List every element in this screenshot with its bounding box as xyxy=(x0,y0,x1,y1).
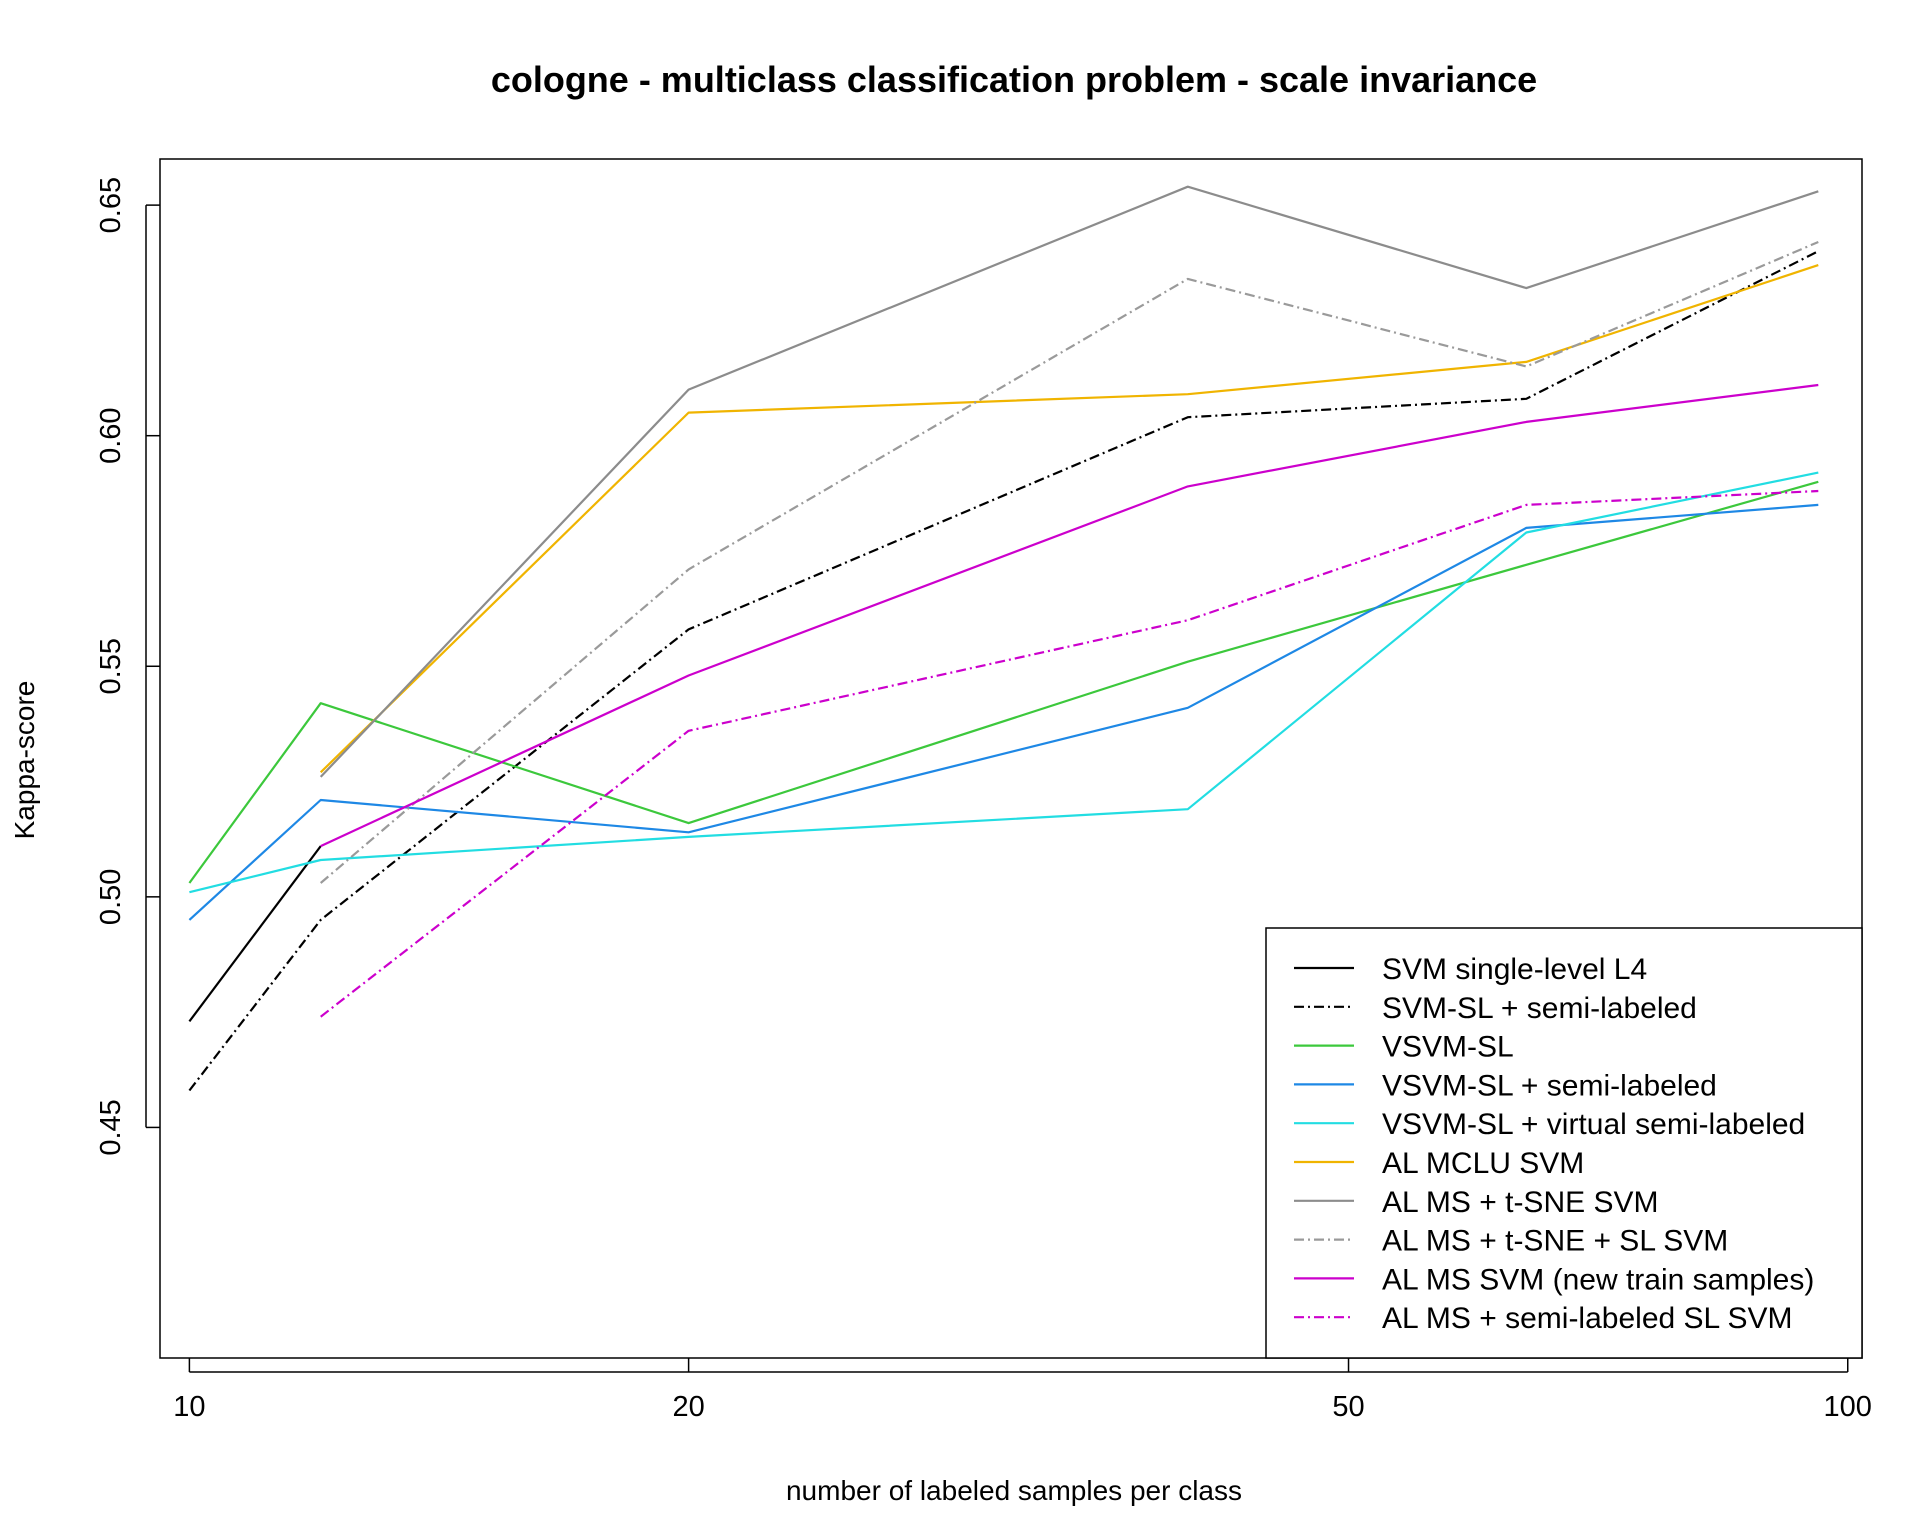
series-line xyxy=(319,264,1819,774)
legend-label: AL MS + semi-labeled SL SVM xyxy=(1382,1302,1792,1335)
series-line xyxy=(320,383,1819,848)
x-tick-label: 20 xyxy=(672,1391,704,1423)
series-line xyxy=(189,471,1819,894)
y-tick-label: 0.65 xyxy=(95,177,127,233)
legend-label: VSVM-SL xyxy=(1382,1031,1514,1064)
legend-label: SVM-SL + semi-labeled xyxy=(1382,992,1697,1025)
series-line xyxy=(188,503,1819,921)
x-tick-label: 100 xyxy=(1824,1391,1872,1423)
plot-frame xyxy=(159,158,1863,1359)
y-tick-label: 0.55 xyxy=(95,638,127,694)
series-line xyxy=(188,480,1819,884)
series-line xyxy=(319,185,1819,778)
legend-label: AL MS + t-SNE SVM xyxy=(1382,1186,1658,1219)
y-axis-label: Kappa-score xyxy=(9,681,40,840)
series-line xyxy=(188,845,322,1023)
legend: SVM single-level L4 SVM-SL + semi-labeled… xyxy=(1265,927,1863,1359)
y-tick-label: 0.50 xyxy=(95,869,127,925)
x-tick-label: 10 xyxy=(173,1391,205,1423)
x-axis-label: number of labeled samples per class xyxy=(786,1475,1242,1506)
y-tick-label: 0.60 xyxy=(95,407,127,463)
x-tick-label: 50 xyxy=(1332,1391,1364,1423)
legend-box xyxy=(1265,927,1863,1359)
legend-label: VSVM-SL + virtual semi-labeled xyxy=(1382,1108,1805,1141)
series-line xyxy=(188,250,1819,1092)
legend-label: AL MS SVM (new train samples) xyxy=(1382,1263,1814,1296)
series-line xyxy=(319,240,1819,884)
legend-label: AL MCLU SVM xyxy=(1382,1147,1584,1180)
legend-label: SVM single-level L4 xyxy=(1382,953,1647,986)
legend-label: VSVM-SL + semi-labeled xyxy=(1382,1069,1717,1102)
y-tick-label: 0.45 xyxy=(95,1099,127,1155)
plot-area: 10 20 50 100 0.45 0.50 0.55 0.60 0.65 xyxy=(95,158,1872,1423)
legend-label: AL MS + t-SNE + SL SVM xyxy=(1382,1225,1728,1258)
chart-title: cologne - multiclass classification prob… xyxy=(491,59,1537,100)
